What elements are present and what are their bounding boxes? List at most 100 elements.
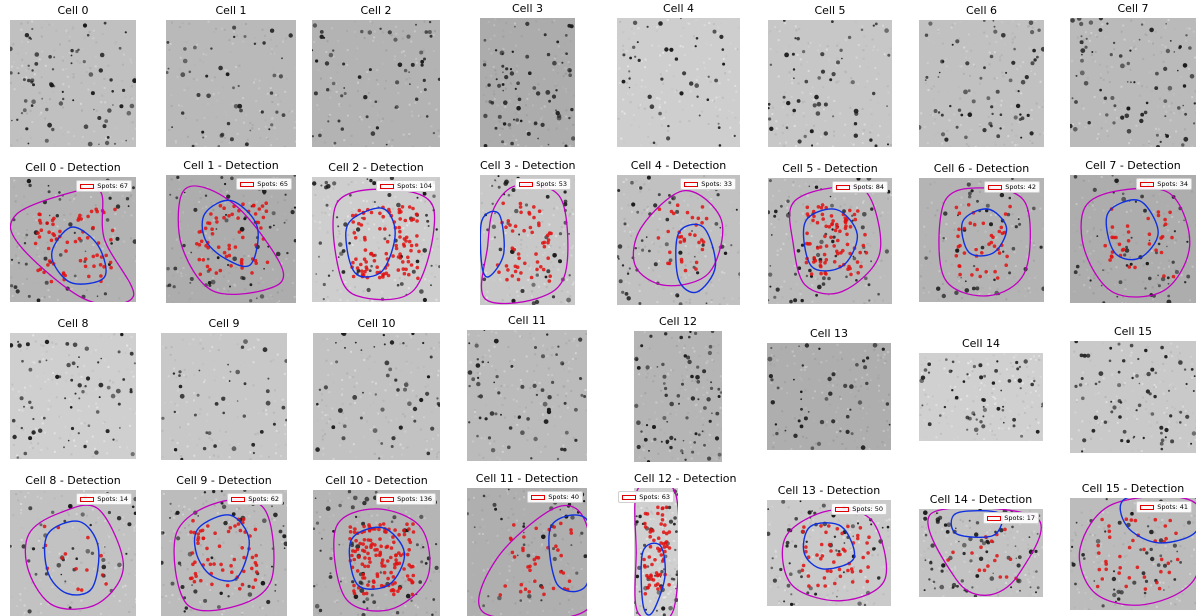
spot-marker [1162, 274, 1166, 278]
spot-marker [645, 512, 650, 516]
spot-marker [821, 217, 825, 221]
spot-marker [528, 225, 533, 230]
spot-marker [822, 576, 827, 580]
spot-marker [649, 574, 653, 578]
legend-label: Spots: 65 [257, 180, 288, 188]
spot-marker [251, 585, 255, 590]
spot-marker [1155, 580, 1159, 585]
spot-marker [816, 583, 820, 588]
spot-marker [392, 592, 396, 597]
spot-marker [196, 541, 200, 545]
spot-marker [389, 555, 393, 560]
spot-marker [1159, 569, 1163, 574]
spot-marker [409, 565, 413, 569]
spot-marker [1135, 565, 1140, 570]
micrograph [617, 18, 740, 147]
spot-marker [37, 235, 42, 239]
legend-swatch [231, 496, 246, 502]
spot-marker [209, 212, 213, 216]
spot-marker [355, 547, 360, 552]
spot-marker [1133, 518, 1138, 523]
spot-marker [230, 570, 234, 574]
legend-label: Spots: 40 [548, 493, 579, 501]
spot-marker [977, 568, 982, 572]
spot-marker [818, 263, 823, 268]
spot-marker [381, 214, 385, 219]
spot-marker [205, 264, 210, 269]
spot-marker [265, 260, 270, 265]
spot-marker [982, 568, 987, 573]
spot-marker [666, 229, 670, 234]
panel-title: Cell 15 - Detection [1081, 482, 1185, 495]
spot-marker [678, 240, 683, 244]
spot-marker [406, 259, 411, 264]
spot-marker [377, 527, 381, 532]
spot-marker [86, 535, 90, 540]
spot-marker [1003, 527, 1007, 532]
spot-marker [382, 272, 386, 276]
spot-marker [546, 233, 550, 237]
spot-marker [995, 554, 999, 558]
spot-marker [1167, 570, 1172, 575]
spot-marker [233, 524, 237, 528]
spot-marker [378, 211, 382, 216]
spots-legend: Spots: 53 [515, 178, 571, 190]
spot-marker [370, 542, 374, 546]
spot-marker [497, 270, 501, 274]
spot-marker [85, 568, 89, 572]
spot-marker [526, 565, 530, 569]
panel-title: Cell 2 - Detection [328, 161, 424, 174]
spot-marker [1153, 517, 1158, 522]
spot-marker [250, 271, 254, 275]
spot-marker [1003, 212, 1008, 216]
spot-marker [849, 567, 854, 571]
spot-marker [260, 204, 265, 208]
spot-marker [1109, 254, 1114, 258]
spot-marker [264, 201, 268, 205]
detection-image: Spots: 84 [768, 178, 892, 304]
spot-marker [398, 229, 402, 234]
spot-marker [806, 242, 811, 246]
panel-7: Cell 7 [1070, 2, 1196, 147]
spot-marker [1107, 524, 1111, 528]
spot-marker [506, 268, 510, 272]
spot-marker [659, 553, 664, 557]
spot-marker [970, 273, 974, 277]
spot-marker [254, 553, 258, 558]
panel-title: Cell 9 - Detection [176, 474, 272, 487]
spot-marker [690, 215, 695, 220]
spot-marker [694, 260, 699, 265]
spot-marker [1008, 204, 1012, 209]
spot-marker [510, 229, 515, 233]
spot-marker [656, 587, 660, 591]
spot-marker [1163, 524, 1168, 528]
legend-label: Spots: 63 [639, 493, 670, 501]
spot-marker [1110, 225, 1115, 229]
spot-marker [954, 205, 959, 210]
spot-marker [384, 251, 389, 256]
spots-legend: Spots: 33 [680, 178, 736, 190]
spot-marker [227, 253, 232, 258]
spot-marker [195, 242, 199, 246]
spot-marker [1104, 562, 1108, 566]
spot-marker [1168, 518, 1172, 523]
spot-marker [815, 220, 820, 225]
spot-marker [512, 555, 517, 559]
spot-marker [521, 548, 525, 553]
panel-title: Cell 12 [658, 315, 698, 328]
nucleus-outline [960, 208, 1008, 257]
micrograph [1070, 18, 1196, 147]
spot-marker [992, 244, 997, 248]
spot-marker [416, 276, 420, 281]
spot-marker [804, 549, 808, 554]
spot-marker [382, 564, 387, 568]
spot-marker [210, 227, 214, 231]
legend-swatch [622, 494, 637, 500]
panel-title: Cell 13 - Detection [777, 484, 881, 497]
spot-marker [374, 553, 378, 558]
legend-swatch [1140, 504, 1155, 510]
spot-marker [391, 588, 395, 592]
spot-marker [207, 221, 212, 226]
spot-marker [1126, 239, 1131, 243]
spot-marker [846, 524, 850, 529]
